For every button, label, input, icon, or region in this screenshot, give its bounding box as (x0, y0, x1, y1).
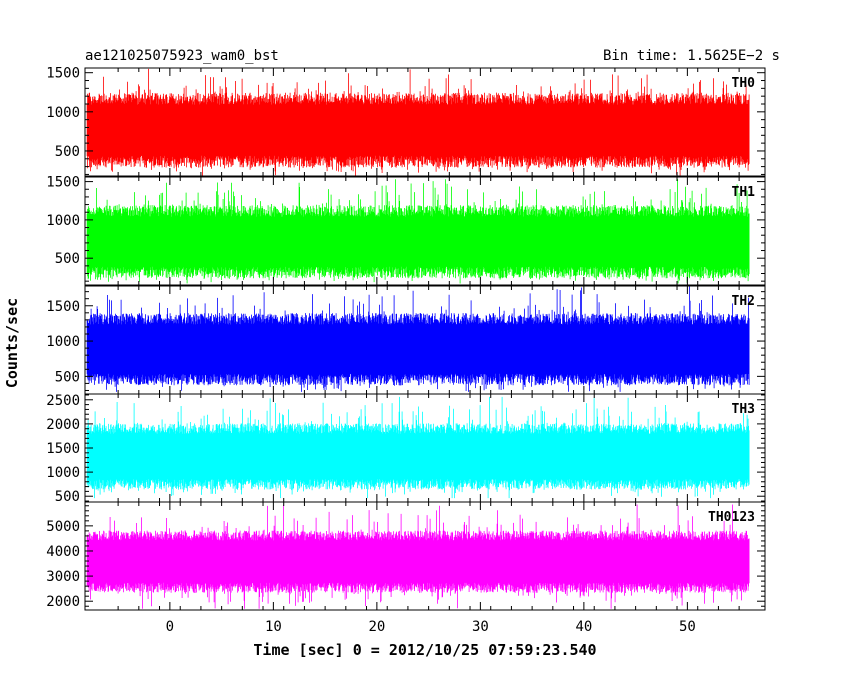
panel-th3: 500 1000 1500 2000 2500 TH3 (46, 393, 766, 505)
series-th1-line (86, 179, 750, 284)
y-tick-label: 2500 (46, 393, 80, 409)
panel-th0: 500 1000 1500 TH0 (46, 66, 766, 177)
y-tick-label: 1500 (46, 66, 80, 82)
x-tick-label: 0 (166, 619, 174, 635)
x-axis-ticks: 0 10 20 30 40 50 (166, 619, 696, 635)
series-th0123-line (86, 504, 750, 609)
y-tick-label: 5000 (46, 519, 80, 535)
panel-frame (84, 176, 766, 286)
y-tick-label: 1000 (46, 105, 80, 121)
y-tick-label: 500 (55, 369, 80, 385)
series-th0-line (86, 68, 750, 176)
y-tick-label: 3000 (46, 569, 80, 585)
series-th2-line (86, 286, 750, 392)
y-tick-label: 2000 (46, 594, 80, 610)
y-tick-label: 2000 (46, 417, 80, 433)
y-tick-label: 1500 (46, 299, 80, 315)
y-tick-label: 1000 (46, 213, 80, 229)
y-tick-label: 1000 (46, 334, 80, 350)
x-tick-label: 40 (575, 619, 592, 635)
y-axis-label: Counts/sec (3, 298, 21, 388)
y-tick-label: 4000 (46, 544, 80, 560)
y-tick-label: 500 (55, 251, 80, 267)
panel-th0123: 2000 3000 4000 5000 TH0123 (46, 501, 766, 611)
panel-label-th0123: TH0123 (708, 510, 755, 525)
x-tick-label: 50 (679, 619, 696, 635)
series-th3-line (86, 396, 750, 499)
panel-label-th0: TH0 (732, 76, 756, 91)
y-tick-label: 500 (55, 144, 80, 160)
x-tick-label: 30 (472, 619, 489, 635)
y-tick-label: 1500 (46, 441, 80, 457)
x-tick-label: 20 (368, 619, 385, 635)
panels-group: 500 1000 1500 TH0 500 1000 1500 TH1 500 1000 1500 T… (46, 66, 766, 611)
panel-th2: 500 1000 1500 TH2 (46, 285, 766, 395)
panel-label-th1: TH1 (732, 185, 756, 200)
panel-label-th3: TH3 (732, 402, 755, 417)
y-tick-label: 1500 (46, 175, 80, 191)
y-tick-label: 500 (55, 489, 80, 505)
panel-label-th2: TH2 (732, 294, 755, 309)
panel-frame (84, 67, 766, 177)
x-axis-label: Time [sec] 0 = 2012/10/25 07:59:23.540 (253, 641, 596, 659)
bin-time-label: Bin time: 1.5625E−2 s (603, 48, 780, 64)
panel-th1: 500 1000 1500 TH1 (46, 175, 766, 286)
x-tick-label: 10 (265, 619, 282, 635)
chart-title: ae121025075923_wam0_bst (85, 48, 279, 64)
y-tick-label: 1000 (46, 465, 80, 481)
